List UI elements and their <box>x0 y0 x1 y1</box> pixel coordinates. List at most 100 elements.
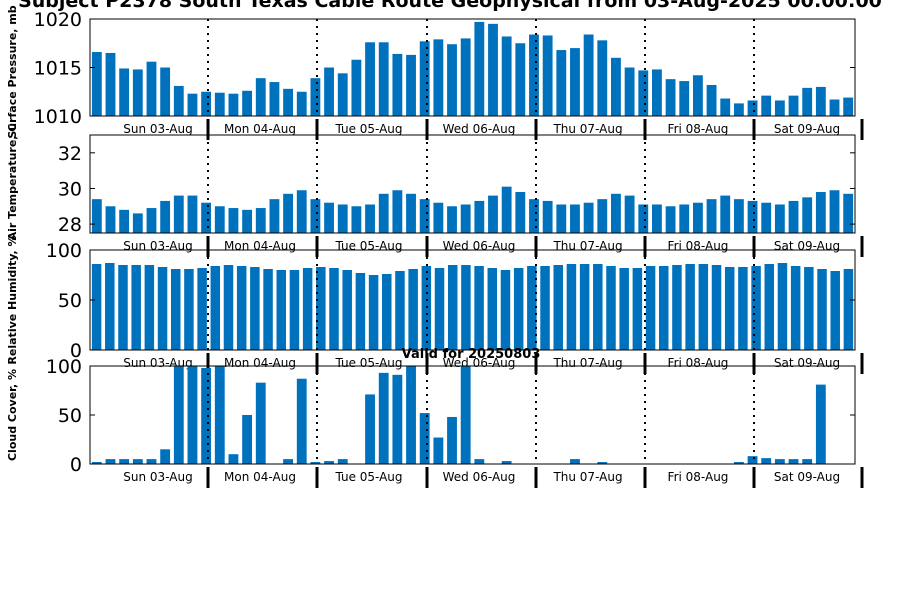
y-tick-label: 1010 <box>34 106 82 128</box>
panel-3-bar <box>355 273 366 350</box>
panel-2-bar <box>447 206 457 233</box>
panel-1-bar <box>160 67 171 116</box>
panel-3-bar <box>777 263 788 350</box>
panel-2-bar <box>91 199 102 233</box>
panel-3-bar <box>184 269 194 350</box>
panel-4-bar <box>173 366 184 464</box>
panel-3-bar <box>210 266 221 350</box>
panel-3-bar <box>302 268 313 350</box>
panel-3-ylabel: Relative Humidity, % <box>6 235 19 364</box>
panel-1-bar <box>105 52 116 116</box>
panel-3-bar <box>553 265 563 350</box>
day-label: Wed 06-Aug <box>443 122 516 136</box>
day-label: Tue 05-Aug <box>334 356 402 370</box>
panel-2-bar <box>433 202 444 233</box>
panel-3-bar <box>751 266 761 350</box>
panel-1-bar <box>788 95 799 116</box>
panel-4-bar <box>242 415 253 464</box>
panel-1-bar <box>747 100 758 116</box>
panel-4-bar <box>406 366 416 464</box>
panel-2-bar <box>774 204 785 233</box>
panel-4-bar <box>788 459 799 464</box>
panel-2-bar <box>843 193 854 233</box>
y-tick-label: 32 <box>58 143 82 165</box>
panel-3-bar <box>830 271 840 350</box>
panel-3-bar <box>540 266 550 350</box>
panel-1-bar <box>706 84 717 116</box>
panel-2-bar <box>720 195 731 233</box>
panel-1-bar <box>597 40 608 117</box>
panel-2-bar <box>665 206 676 233</box>
panel-2-bar <box>529 199 539 233</box>
panel-1-bar <box>242 90 253 116</box>
panel-2-bar <box>187 195 198 233</box>
panel-3-bar <box>447 265 458 350</box>
panel-2-bar <box>515 192 526 233</box>
panel-1-bar <box>488 23 498 117</box>
panel-1-bar <box>433 39 444 117</box>
panel-2-bar <box>829 190 840 233</box>
panel-4-bar <box>160 449 171 464</box>
panel-1-bar <box>529 34 539 116</box>
panel-4-bar <box>283 459 293 464</box>
panel-3-bar <box>632 268 643 350</box>
panel-1-bar <box>392 53 403 116</box>
panel-1-bar <box>638 70 649 116</box>
panel-2-bar <box>542 200 553 233</box>
panel-3-bar <box>606 266 616 350</box>
panel-1-bar <box>406 54 416 116</box>
panel-3-bar <box>843 269 854 350</box>
panel-3-bar <box>105 263 115 350</box>
panel-3-bar <box>434 268 445 350</box>
panel-3-bar <box>157 267 168 350</box>
panel-1-bar <box>283 88 293 116</box>
panel-2-bar <box>597 199 608 233</box>
panel-4-bar <box>570 459 580 464</box>
panel-4-bar <box>447 416 457 464</box>
panel-2-bar <box>283 193 293 233</box>
panel-3-bar <box>487 268 498 350</box>
panel-1-bar <box>214 92 225 116</box>
panel-3-bar <box>790 266 801 350</box>
panel-3-bar <box>170 269 181 350</box>
panel-4-bar <box>378 372 389 464</box>
y-tick-label: 100 <box>46 240 82 262</box>
panel-2-bar <box>761 202 772 233</box>
day-label: Thu 07-Aug <box>552 470 622 484</box>
panel-4-bar <box>119 459 130 464</box>
day-label: Sat 09-Aug <box>774 239 840 253</box>
panel-4-bar <box>255 382 266 464</box>
panel-4-bar <box>324 461 334 464</box>
panel-2-bar <box>119 209 130 233</box>
panel-1-bar <box>720 98 731 116</box>
panel-1-bar <box>624 67 635 116</box>
day-label: Wed 06-Aug <box>443 470 516 484</box>
day-label: Fri 08-Aug <box>668 356 729 370</box>
day-label: Thu 07-Aug <box>552 239 622 253</box>
panel-2-bar <box>269 199 280 233</box>
panel-1-bar <box>310 78 321 116</box>
panel-2-bar <box>815 192 826 233</box>
panel-1-bar <box>611 57 621 116</box>
panel-2-bar <box>173 195 184 233</box>
panel-2-bar <box>501 186 512 233</box>
panel-3-bar <box>342 270 352 350</box>
day-label: Tue 05-Aug <box>334 470 402 484</box>
panel-3-bar <box>197 268 207 350</box>
panel-4-ylabel: Cloud Cover, % <box>6 369 19 461</box>
panel-1-bar <box>378 42 389 116</box>
panel-1-bar <box>474 21 485 116</box>
panel-3-bar <box>738 267 748 350</box>
panel-1-bar <box>802 87 813 116</box>
panel-2-bar <box>570 204 580 233</box>
panel-3-bar <box>698 264 709 350</box>
day-label: Mon 04-Aug <box>224 239 296 253</box>
panel-1-bar <box>337 73 348 116</box>
y-tick-label: 30 <box>58 178 82 200</box>
panel-3-bar <box>579 264 590 350</box>
panel-1-bar <box>570 48 580 116</box>
panel-1-bar <box>296 91 307 116</box>
panel-1-bar <box>583 34 594 116</box>
panel-3-bar <box>395 271 405 350</box>
